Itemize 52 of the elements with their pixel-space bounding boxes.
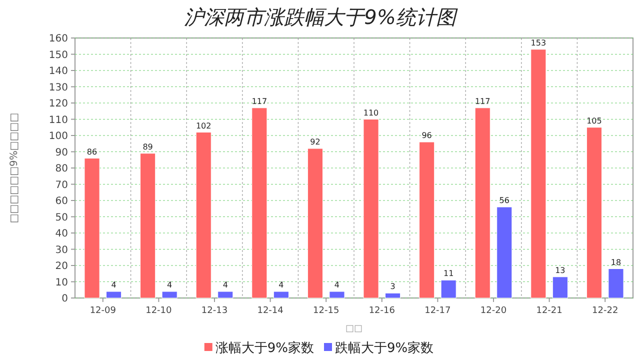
y-tick-label: 130 — [48, 82, 68, 94]
y-tick-label: 0 — [62, 294, 68, 304]
x-tick-label: 12-10 — [146, 306, 172, 316]
y-tick-label: 60 — [55, 196, 68, 207]
data-label: 18 — [610, 258, 622, 267]
y-tick-label: 150 — [48, 50, 68, 61]
y-tick-label: 50 — [55, 212, 68, 224]
x-tick-label: 12-09 — [90, 306, 116, 316]
x-tick-label: 12-22 — [592, 306, 618, 316]
legend-label: 跌幅大于9%家数 — [335, 340, 434, 356]
data-label: 13 — [555, 266, 566, 275]
data-label: 153 — [530, 38, 546, 48]
data-label: 92 — [310, 138, 320, 146]
data-label: 4 — [167, 280, 172, 290]
y-tick-label: 80 — [55, 164, 68, 174]
data-label: 110 — [363, 108, 379, 118]
y-tick-label: 140 — [48, 66, 68, 77]
data-label: 11 — [443, 269, 454, 278]
data-label: 56 — [499, 196, 510, 205]
x-tick-label: 12-20 — [480, 306, 507, 316]
data-label: 4 — [222, 280, 228, 290]
x-tick-label: 12-13 — [201, 306, 228, 316]
data-label: 4 — [334, 280, 340, 290]
x-tick-label: 12-16 — [368, 306, 396, 316]
y-tick-label: 100 — [48, 131, 68, 142]
y-tick-label: 90 — [55, 147, 68, 158]
data-label: 4 — [278, 280, 284, 290]
data-label: 117 — [474, 96, 490, 106]
chart-title: 沪深两市涨跌幅大于9%统计图 — [184, 5, 458, 29]
y-axis-title: □□□□□□9%□□□□ — [9, 112, 20, 224]
data-label: 117 — [252, 96, 268, 106]
data-label: 102 — [196, 121, 212, 130]
data-label: 105 — [586, 116, 602, 126]
y-tick-label: 30 — [55, 244, 68, 256]
legend-label: 涨幅大于9%家数 — [215, 340, 314, 356]
x-tick-label: 12-17 — [424, 306, 451, 316]
x-tick-label: 12-15 — [313, 306, 340, 316]
data-label: 4 — [111, 280, 116, 290]
data-label: 96 — [422, 131, 432, 140]
data-label: 86 — [86, 147, 98, 156]
y-tick-label: 160 — [48, 34, 68, 44]
y-tick-label: 10 — [55, 277, 68, 288]
y-tick-label: 20 — [55, 261, 68, 272]
y-tick-label: 120 — [48, 98, 68, 110]
x-axis-title: □□ — [345, 324, 363, 334]
data-label: 89 — [142, 142, 153, 152]
data-label: 3 — [390, 282, 396, 292]
y-tick-label: 110 — [48, 114, 68, 126]
y-tick-label: 70 — [55, 180, 68, 191]
x-tick-label: 12-14 — [257, 306, 284, 316]
x-tick-label: 12-21 — [536, 306, 562, 316]
y-tick-label: 40 — [55, 228, 68, 240]
